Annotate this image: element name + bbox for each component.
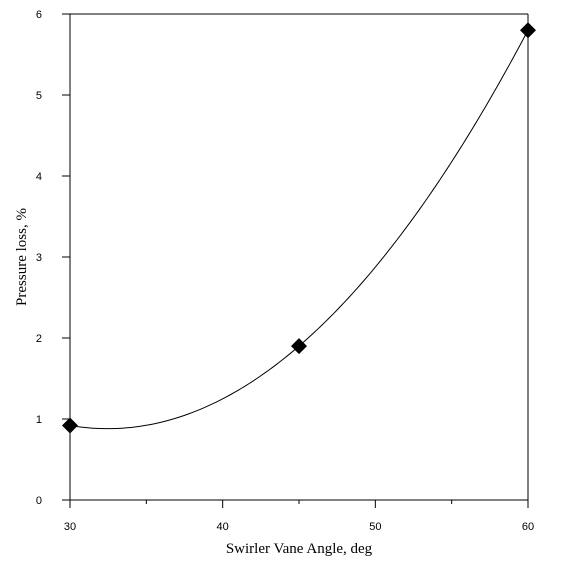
x-tick-label: 60	[522, 521, 534, 533]
y-tick-label: 6	[36, 9, 42, 21]
x-axis: 30 40 50 60	[64, 499, 534, 533]
x-axis-title: Swirler Vane Angle, deg	[226, 541, 373, 557]
y-tick-label: 3	[36, 252, 42, 264]
y-tick-label: 5	[36, 90, 42, 102]
y-axis: 0 1 2 3 4 5 6	[36, 9, 70, 507]
y-tick-label: 0	[36, 495, 42, 507]
fit-curve	[69, 29, 529, 430]
data-point-diamond	[62, 417, 78, 434]
x-tick-label: 50	[369, 521, 381, 533]
data-point-diamond	[291, 338, 307, 355]
series-layer	[62, 22, 536, 434]
y-tick-label: 4	[36, 171, 42, 183]
y-tick-label: 2	[36, 333, 42, 345]
x-tick-label: 30	[64, 521, 76, 533]
x-tick-label: 40	[217, 521, 229, 533]
plot-area	[69, 13, 529, 500]
data-point-diamond	[520, 22, 536, 39]
y-axis-title: Pressure loss, %	[14, 208, 30, 306]
y-tick-label: 1	[36, 414, 42, 426]
